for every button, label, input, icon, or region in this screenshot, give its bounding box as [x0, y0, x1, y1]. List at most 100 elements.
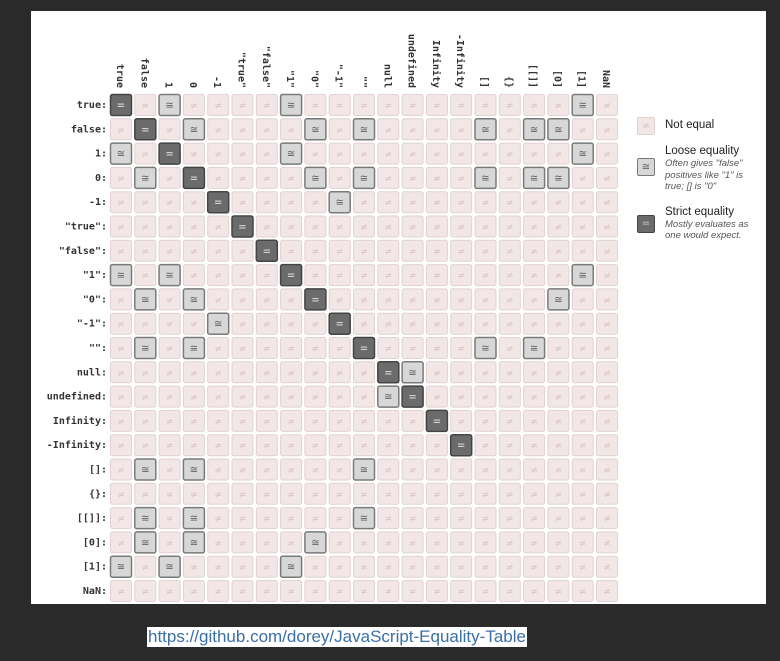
cell-not-equal: ≠: [498, 361, 521, 384]
svg-text:≠: ≠: [263, 539, 271, 549]
cell-not-equal: ≠: [231, 555, 254, 578]
cell-not-equal: ≠: [280, 458, 303, 481]
svg-text:≠: ≠: [263, 223, 271, 233]
svg-text:≠: ≠: [214, 174, 222, 184]
svg-text:≠: ≠: [214, 515, 222, 525]
cell-not-equal: ≠: [425, 312, 448, 335]
svg-text:≠: ≠: [166, 369, 174, 379]
cell-not-equal: ≠: [304, 312, 327, 335]
svg-text:≠: ≠: [530, 490, 538, 500]
svg-text:≠: ≠: [555, 515, 563, 525]
svg-text:≠: ≠: [579, 247, 587, 257]
row-label-15: []:: [89, 465, 107, 476]
column-label-5: "true": [236, 52, 247, 88]
cell-not-equal: ≠: [425, 434, 448, 457]
cell-not-equal: ≠: [182, 191, 205, 214]
svg-text:≠: ≠: [482, 102, 490, 112]
svg-text:≠: ≠: [239, 320, 247, 330]
cell-not-equal: ≠: [596, 507, 618, 530]
svg-text:≠: ≠: [117, 320, 125, 330]
svg-text:≠: ≠: [166, 223, 174, 233]
cell-not-equal: ≠: [523, 361, 546, 384]
svg-text:≠: ≠: [433, 369, 441, 379]
cell-not-equal: ≠: [353, 264, 375, 287]
svg-text:≠: ≠: [433, 126, 441, 136]
repo-link[interactable]: https://github.com/dorey/JavaScript-Equa…: [147, 627, 527, 647]
svg-text:≅: ≅: [165, 101, 173, 112]
legend-item-strict: = Strict equality Mostly evaluates as on…: [637, 205, 762, 242]
svg-text:≠: ≠: [579, 539, 587, 549]
cell-not-equal: ≠: [571, 409, 594, 432]
cell-loose-equal: ≅: [401, 361, 424, 384]
cell-not-equal: ≠: [377, 312, 400, 335]
cell-loose-equal: ≅: [377, 385, 400, 408]
cell-not-equal: ≠: [328, 482, 351, 505]
svg-text:≠: ≠: [482, 442, 490, 452]
cell-loose-equal: ≅: [522, 336, 546, 360]
svg-text:≠: ≠: [482, 466, 490, 476]
svg-text:≠: ≠: [555, 150, 563, 160]
svg-text:≠: ≠: [579, 199, 587, 209]
svg-text:≠: ≠: [287, 417, 295, 427]
cell-not-equal: ≠: [596, 409, 618, 432]
svg-text:≠: ≠: [312, 563, 320, 573]
svg-text:≅: ≅: [311, 538, 319, 549]
svg-text:≠: ≠: [555, 369, 563, 379]
svg-text:≠: ≠: [166, 442, 174, 452]
cell-not-equal: ≠: [571, 337, 594, 359]
cell-not-equal: ≠: [474, 458, 497, 481]
svg-text:≠: ≠: [263, 102, 271, 112]
svg-text:≅: ≅: [287, 149, 295, 160]
cell-not-equal: ≠: [523, 385, 546, 408]
svg-text:≠: ≠: [190, 393, 198, 403]
svg-text:≅: ≅: [360, 514, 368, 525]
cell-loose-equal: ≅: [134, 531, 157, 554]
svg-text:≠: ≠: [360, 320, 368, 330]
svg-text:≠: ≠: [433, 490, 441, 500]
svg-text:≠: ≠: [433, 539, 441, 549]
cell-not-equal: ≠: [571, 312, 594, 335]
svg-text:≅: ≅: [384, 392, 392, 403]
svg-text:≅: ≅: [287, 101, 295, 112]
cell-not-equal: ≠: [596, 361, 618, 384]
cell-not-equal: ≠: [182, 385, 205, 408]
svg-text:≠: ≠: [166, 490, 174, 500]
row-label-8: "0":: [83, 294, 107, 305]
svg-text:≅: ≅: [311, 173, 319, 184]
svg-text:≠: ≠: [142, 442, 150, 452]
cell-not-equal: ≠: [547, 264, 570, 287]
svg-text:≠: ≠: [385, 247, 393, 257]
svg-text:≠: ≠: [579, 466, 587, 476]
svg-text:≠: ≠: [360, 393, 368, 403]
svg-text:≠: ≠: [360, 442, 368, 452]
cell-strict-equal: =: [134, 118, 157, 141]
svg-text:≠: ≠: [263, 417, 271, 427]
svg-text:≠: ≠: [457, 320, 465, 330]
cell-strict-equal: =: [328, 312, 351, 335]
cell-not-equal: ≠: [401, 288, 424, 311]
cell-not-equal: ≠: [134, 264, 157, 287]
cell-not-equal: ≠: [280, 166, 303, 189]
cell-not-equal: ≠: [596, 94, 618, 116]
cell-not-equal: ≠: [523, 531, 546, 554]
cell-not-equal: ≠: [328, 288, 351, 311]
svg-text:≠: ≠: [506, 515, 514, 525]
svg-text:≠: ≠: [214, 393, 222, 403]
cell-not-equal: ≠: [547, 482, 570, 505]
cell-strict-equal: =: [109, 93, 133, 117]
cell-not-equal: ≠: [182, 239, 205, 262]
svg-text:≅: ≅: [554, 173, 562, 184]
svg-text:≠: ≠: [214, 223, 222, 233]
svg-text:≠: ≠: [555, 490, 563, 500]
svg-text:≠: ≠: [190, 563, 198, 573]
svg-text:≠: ≠: [603, 272, 611, 282]
svg-text:≠: ≠: [239, 490, 247, 500]
cell-not-equal: ≠: [353, 580, 375, 602]
cell-not-equal: ≠: [523, 580, 546, 602]
svg-text:≠: ≠: [482, 588, 490, 598]
cell-not-equal: ≠: [498, 288, 521, 311]
svg-text:≠: ≠: [506, 490, 514, 500]
cell-not-equal: ≠: [304, 94, 327, 116]
svg-text:≅: ≅: [141, 514, 149, 525]
row-label-18: [0]:: [83, 537, 107, 548]
